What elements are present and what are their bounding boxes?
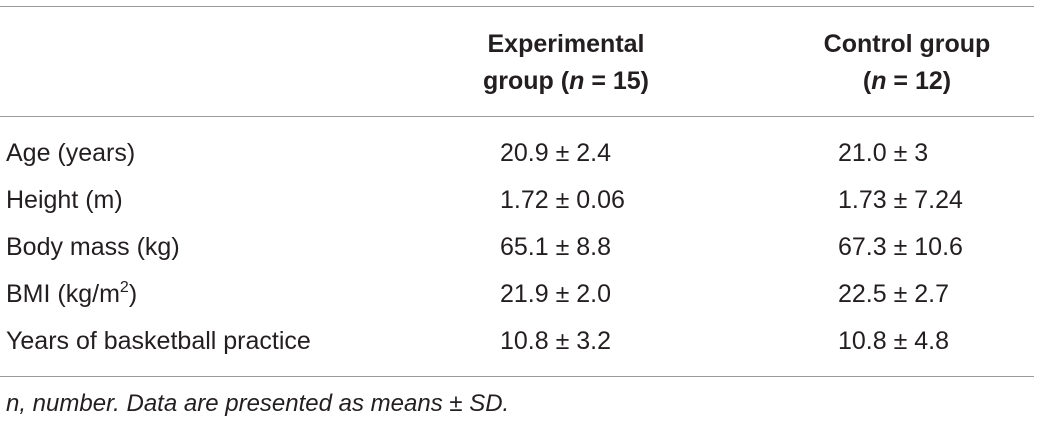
table-row: Height (m) 1.72 ± 0.06 1.73 ± 7.24 — [0, 180, 1034, 220]
experimental-value: 1.72 ± 0.06 — [500, 186, 625, 214]
experimental-value: 65.1 ± 8.8 — [500, 233, 612, 261]
header-prefix: ( — [862, 67, 872, 95]
row-label: Age (years) — [6, 139, 136, 167]
control-value: 67.3 ± 10.6 — [838, 233, 963, 261]
header-line-2: (n = 12) — [790, 63, 1024, 100]
table-row: Body mass (kg) 65.1 ± 8.8 67.3 ± 10.6 — [0, 227, 1034, 267]
column-header-experimental: Experimental group (n = 15) — [452, 26, 680, 100]
header-suffix: = 12) — [886, 67, 952, 95]
header-line-1: Experimental — [487, 30, 645, 58]
row-label: Body mass (kg) — [6, 233, 180, 261]
experimental-value: 21.9 ± 2.0 — [500, 280, 612, 308]
label-suffix: ) — [128, 280, 138, 308]
table-row: Years of basketball practice 10.8 ± 3.2 … — [0, 321, 1034, 361]
row-label: Height (m) — [6, 186, 123, 214]
table-row: BMI (kg/m2) 21.9 ± 2.0 22.5 ± 2.7 — [0, 274, 1034, 314]
table-row: Age (years) 20.9 ± 2.4 21.0 ± 3 — [0, 133, 1034, 173]
n-symbol: n — [871, 67, 887, 95]
control-value: 10.8 ± 4.8 — [838, 327, 950, 355]
control-value: 22.5 ± 2.7 — [838, 280, 950, 308]
table-footnote: n, number. Data are presented as means ±… — [6, 390, 510, 417]
control-value: 21.0 ± 3 — [838, 139, 929, 167]
label-superscript: 2 — [119, 278, 129, 296]
n-symbol: n — [569, 67, 585, 95]
table-top-rule — [0, 6, 1034, 7]
experimental-value: 20.9 ± 2.4 — [500, 139, 612, 167]
column-header-control: Control group (n = 12) — [790, 26, 1024, 100]
table-bottom-rule — [0, 376, 1034, 377]
experimental-value: 10.8 ± 3.2 — [500, 327, 612, 355]
row-label: Years of basketball practice — [6, 327, 311, 355]
header-line-2: group (n = 15) — [452, 63, 680, 100]
label-prefix: BMI (kg/m — [6, 280, 120, 308]
header-line-1: Control group — [823, 30, 991, 58]
control-value: 1.73 ± 7.24 — [838, 186, 963, 214]
header-prefix: group ( — [483, 67, 570, 95]
header-suffix: = 15) — [584, 67, 649, 95]
row-label: BMI (kg/m2) — [6, 274, 137, 314]
table-header-rule — [0, 116, 1034, 117]
